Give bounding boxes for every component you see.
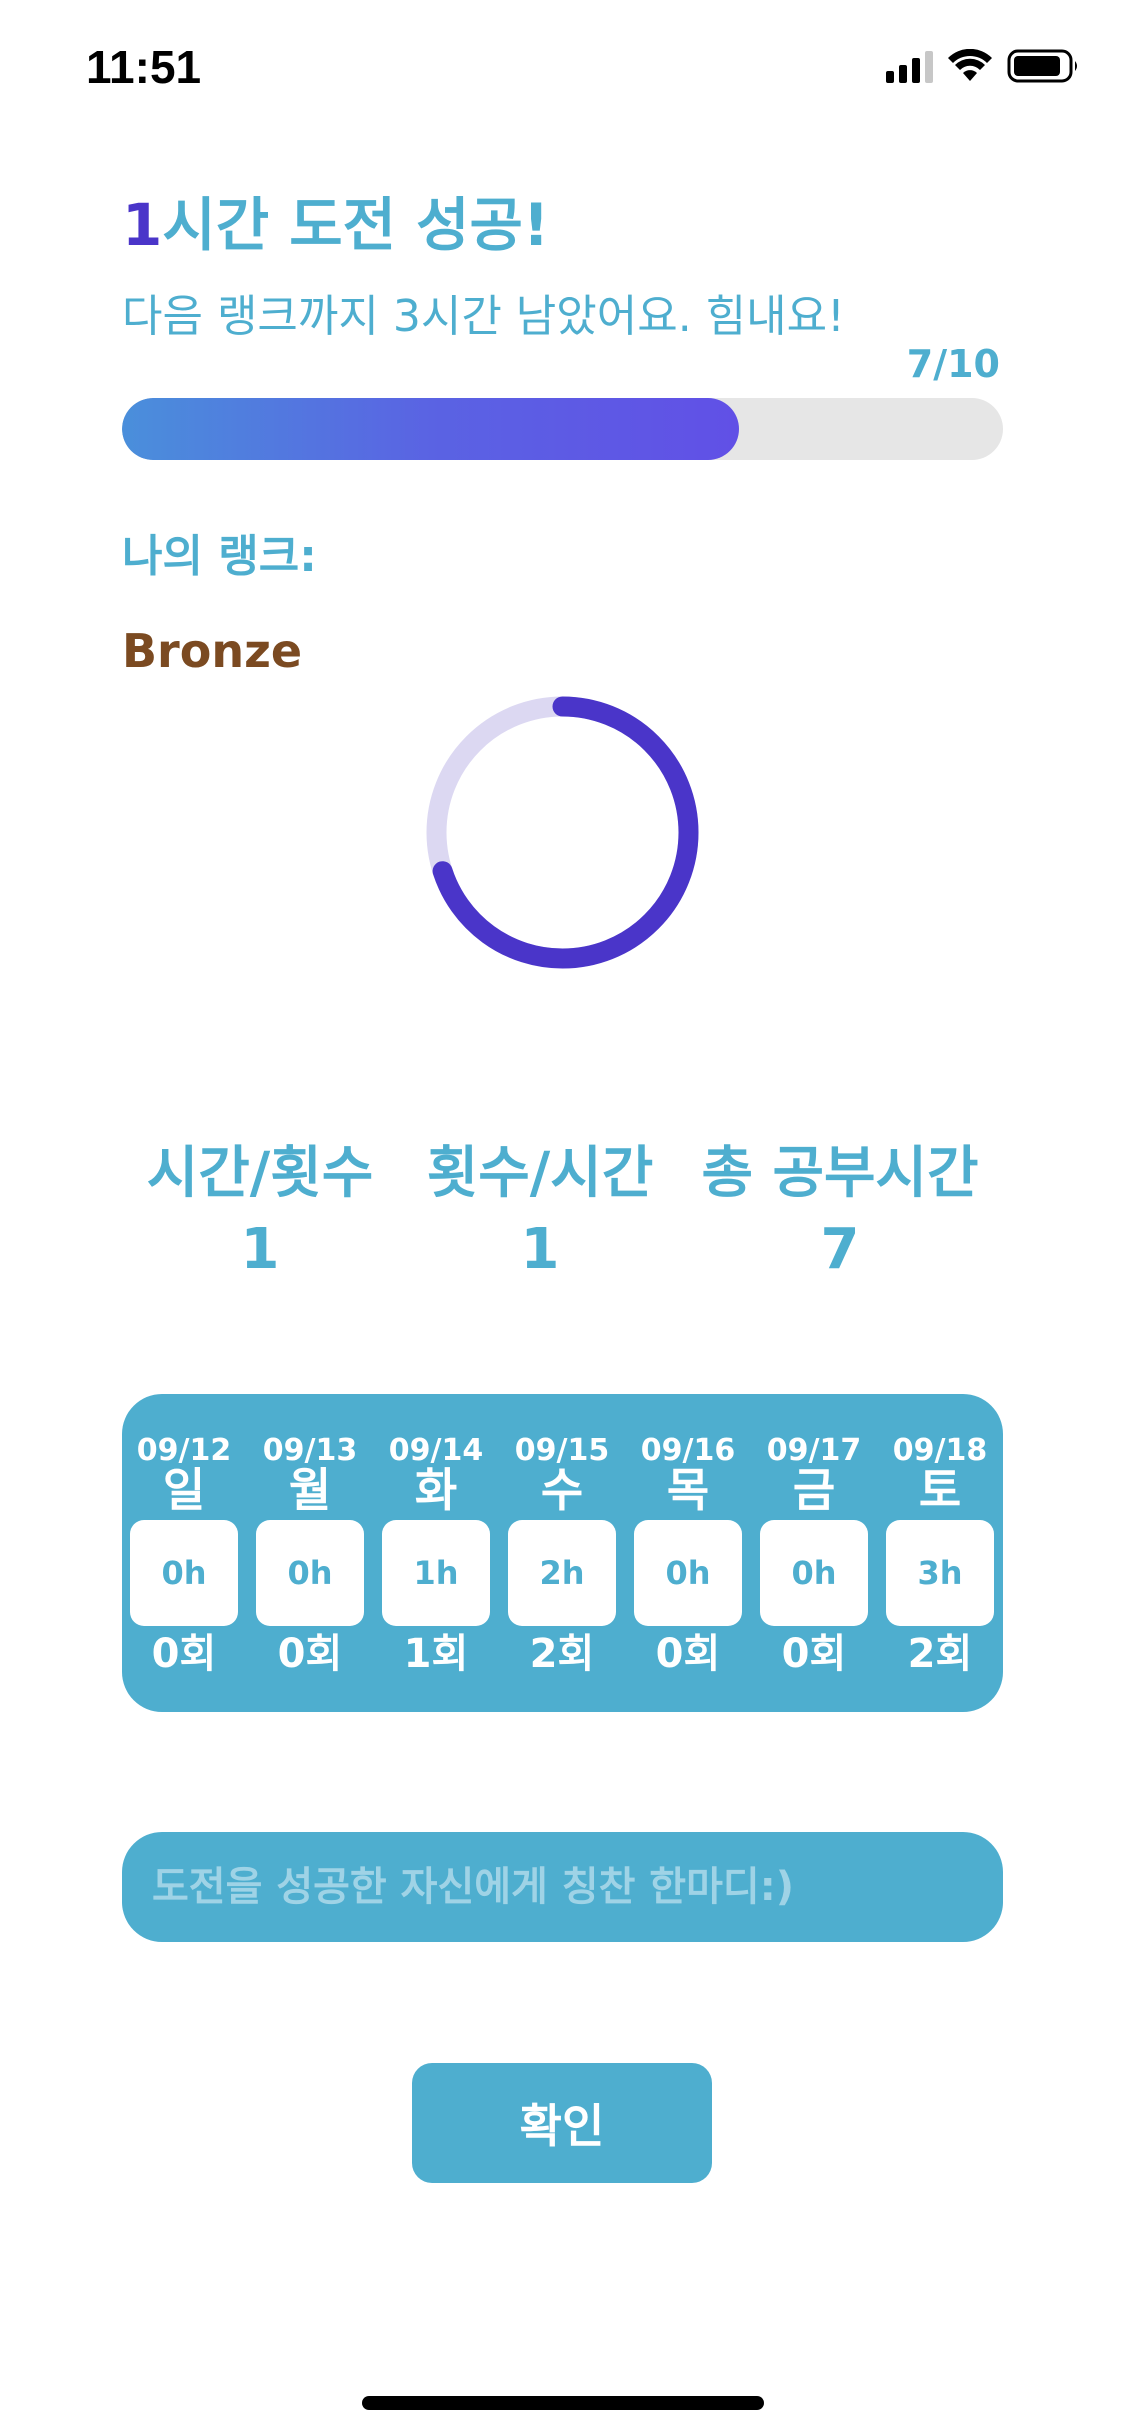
stat-count-per-time: 횟수/시간 1 — [420, 1128, 660, 1282]
success-headline-text: 시간 도전 성공! — [162, 191, 550, 259]
day-hours: 0h — [634, 1520, 742, 1626]
day-weekday: 일 — [162, 1463, 206, 1517]
stat-value: 1 — [520, 1217, 560, 1282]
day-date: 09/15 — [514, 1433, 610, 1468]
home-indicator[interactable] — [362, 2396, 764, 2410]
day-date: 09/16 — [640, 1433, 736, 1468]
day-weekday: 토 — [918, 1463, 962, 1517]
cellular-signal-icon — [886, 49, 933, 83]
day-hours: 0h — [760, 1520, 868, 1626]
stat-value: 7 — [820, 1217, 860, 1282]
day-weekday: 화 — [414, 1463, 458, 1517]
success-hours: 1 — [122, 191, 163, 259]
day-weekday: 목 — [666, 1463, 710, 1517]
rank-name: Bronze — [122, 624, 303, 678]
rank-label: 나의 랭크: — [122, 531, 317, 582]
day-count: 2회 — [907, 1631, 973, 1677]
day-count: 0회 — [655, 1631, 721, 1677]
day-hours: 0h — [130, 1520, 238, 1626]
status-icons — [886, 48, 1081, 84]
day-date: 09/13 — [262, 1433, 358, 1468]
wifi-icon — [948, 49, 992, 81]
day-column: 09/18 토 3h 2회 — [885, 1434, 995, 1676]
day-date: 09/17 — [766, 1433, 862, 1468]
progress-count: 7/10 — [906, 342, 1000, 386]
day-date: 09/14 — [388, 1433, 484, 1468]
day-count: 0회 — [781, 1631, 847, 1677]
rank-progress-ring — [426, 696, 699, 969]
study-stats: 시간/횟수 1 횟수/시간 1 총 공부시간 7 — [0, 1128, 1125, 1282]
status-time: 11:51 — [86, 41, 202, 93]
day-hours: 3h — [886, 1520, 994, 1626]
day-hours: 0h — [256, 1520, 364, 1626]
rank-progress-fill — [122, 398, 739, 460]
day-column: 09/15 수 2h 2회 — [507, 1434, 617, 1676]
success-headline: 1시간 도전 성공! — [122, 178, 549, 262]
day-date: 09/12 — [136, 1433, 232, 1468]
day-weekday: 수 — [540, 1463, 584, 1517]
day-hours: 1h — [382, 1520, 490, 1626]
day-count: 0회 — [151, 1631, 217, 1677]
day-column: 09/16 목 0h 0회 — [633, 1434, 743, 1676]
confirm-button[interactable]: 확인 — [412, 2063, 712, 2183]
praise-input[interactable] — [122, 1832, 1003, 1942]
rank-progress-bar — [122, 398, 1003, 460]
stat-label: 시간/횟수 — [146, 1141, 374, 1206]
next-rank-message: 다음 랭크까지 3시간 남았어요. 힘내요! — [122, 291, 845, 342]
day-count: 2회 — [529, 1631, 595, 1677]
weekly-study-card: 09/12 일 0h 0회 09/13 월 0h 0회 09/14 화 1h 1… — [122, 1394, 1003, 1712]
stat-label: 횟수/시간 — [426, 1141, 654, 1206]
day-count: 0회 — [277, 1631, 343, 1677]
day-column: 09/14 화 1h 1회 — [381, 1434, 491, 1676]
stat-time-per-count: 시간/횟수 1 — [140, 1128, 380, 1282]
day-hours: 2h — [508, 1520, 616, 1626]
stat-total-study-time: 총 공부시간 7 — [690, 1128, 990, 1282]
day-weekday: 월 — [288, 1463, 332, 1517]
stat-value: 1 — [240, 1217, 280, 1282]
day-column: 09/12 일 0h 0회 — [129, 1434, 239, 1676]
stat-label: 총 공부시간 — [701, 1141, 979, 1206]
rank-ring-arc — [426, 696, 699, 969]
battery-icon — [1007, 49, 1077, 83]
day-column: 09/13 월 0h 0회 — [255, 1434, 365, 1676]
day-weekday: 금 — [792, 1463, 836, 1517]
day-date: 09/18 — [892, 1433, 988, 1468]
day-column: 09/17 금 0h 0회 — [759, 1434, 869, 1676]
day-count: 1회 — [403, 1631, 469, 1677]
